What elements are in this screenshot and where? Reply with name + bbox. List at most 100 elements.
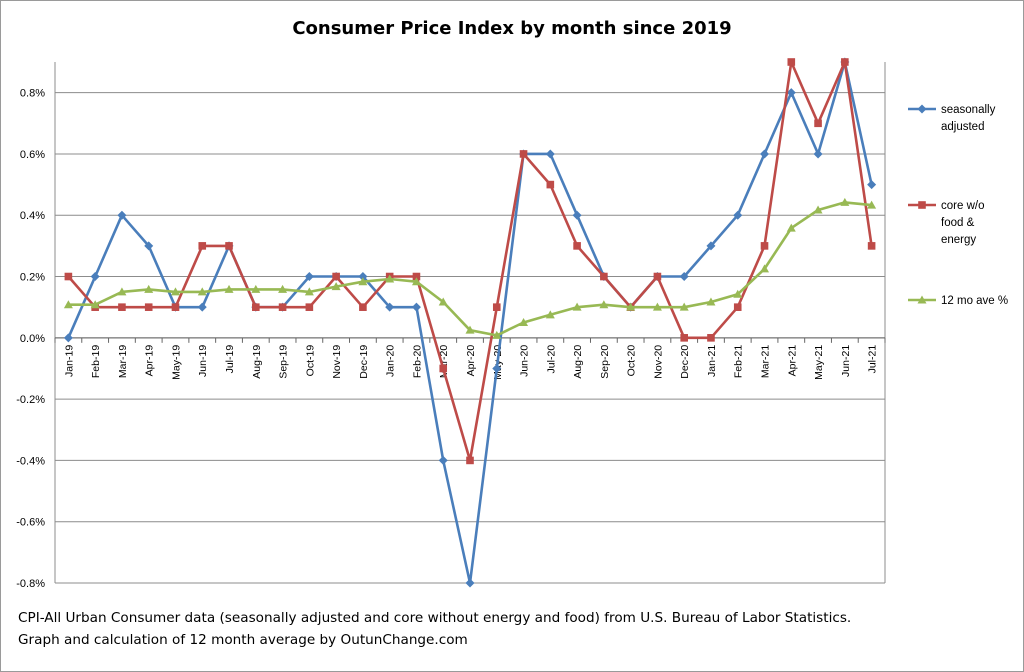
data-point-series-3 xyxy=(358,277,368,286)
data-point-series-1 xyxy=(760,149,770,159)
data-point-series-3 xyxy=(90,300,100,309)
legend-label-1: seasonally adjusted xyxy=(941,104,996,133)
data-point-series-2 xyxy=(680,334,688,342)
data-point-series-2 xyxy=(439,364,448,373)
x-tick-label: May-21 xyxy=(813,345,825,380)
x-tick-label: Jul-21 xyxy=(867,345,879,374)
y-axis-tick-labels: 0.8% 0.6% 0.4% 0.2% 0.0% -0.2% -0.4% -0.6% -0.8% xyxy=(16,88,45,590)
x-tick-label: Jun-20 xyxy=(519,345,531,377)
data-point-series-1 xyxy=(733,210,743,220)
x-tick-label: Jul-20 xyxy=(545,345,557,374)
data-point-series-3 xyxy=(170,287,180,296)
x-tick-label: Dec-19 xyxy=(358,345,370,379)
data-point-series-2 xyxy=(252,303,260,311)
y-tick-label: 0.0% xyxy=(20,333,45,345)
data-point-series-2 xyxy=(359,303,367,311)
data-point-series-3 xyxy=(652,302,662,311)
legend-marker-3 xyxy=(917,295,927,304)
data-point-series-2 xyxy=(278,303,287,311)
data-point-series-1 xyxy=(679,272,689,282)
data-point-series-3 xyxy=(63,300,73,309)
x-tick-label: Jan-19 xyxy=(63,345,75,377)
series-layer xyxy=(63,57,877,588)
data-point-series-2 xyxy=(760,242,769,250)
x-tick-label: Feb-20 xyxy=(411,345,423,378)
data-point-series-3 xyxy=(786,223,796,232)
x-tick-label: Apr-19 xyxy=(144,345,156,377)
series-line-1 xyxy=(67,60,873,585)
data-point-series-1 xyxy=(117,210,127,220)
series-line-3 xyxy=(68,201,872,337)
data-point-series-1 xyxy=(411,302,421,312)
data-point-series-3 xyxy=(385,274,395,283)
data-point-series-3 xyxy=(706,297,716,306)
data-point-series-2 xyxy=(492,303,501,311)
x-tick-label: Mar-19 xyxy=(117,345,129,378)
data-point-series-3 xyxy=(626,302,636,311)
data-point-series-2 xyxy=(600,272,608,281)
data-point-series-2 xyxy=(707,334,715,342)
data-point-series-1 xyxy=(706,241,716,251)
x-tick-label: Mar-21 xyxy=(760,345,772,378)
data-point-series-2 xyxy=(412,272,421,281)
data-point-series-3 xyxy=(278,284,288,293)
data-point-series-3 xyxy=(197,287,207,296)
series-line-2 xyxy=(67,60,873,462)
data-point-series-3 xyxy=(144,284,154,293)
data-point-series-2 xyxy=(466,456,474,465)
x-tick-label: Jun-21 xyxy=(840,345,852,377)
x-tick-label: Feb-21 xyxy=(733,345,745,378)
data-point-series-3 xyxy=(867,200,877,209)
data-point-series-3 xyxy=(760,264,770,273)
data-point-series-1 xyxy=(545,149,555,159)
data-point-series-1 xyxy=(786,88,796,98)
chart-title: Consumer Price Index by month since 2019 xyxy=(292,18,731,39)
data-point-series-2 xyxy=(787,58,796,66)
y-tick-label: -0.6% xyxy=(16,517,45,529)
footnote-line-2: Graph and calculation of 12 month averag… xyxy=(18,632,468,648)
data-point-series-2 xyxy=(519,150,528,158)
data-point-series-3 xyxy=(224,284,234,293)
data-point-series-2 xyxy=(198,242,207,250)
data-point-series-3 xyxy=(840,197,850,206)
x-tick-label: Sep-19 xyxy=(278,345,290,379)
data-point-series-3 xyxy=(411,277,421,286)
x-tick-label: Aug-19 xyxy=(251,345,263,379)
data-point-series-2 xyxy=(653,272,662,281)
legend-marker-2 xyxy=(918,201,926,209)
x-tick-label: Jan-20 xyxy=(385,345,397,377)
data-point-series-2 xyxy=(225,242,233,250)
data-point-series-3 xyxy=(545,310,555,319)
y-tick-label: -0.8% xyxy=(16,578,45,590)
data-point-series-3 xyxy=(599,300,609,309)
data-point-series-2 xyxy=(332,272,340,281)
data-point-series-3 xyxy=(304,287,314,296)
y-tick-label: 0.8% xyxy=(20,88,45,100)
y-tick-label: 0.4% xyxy=(20,210,45,222)
legend-marker-1 xyxy=(917,104,927,114)
footnote-line-1: CPI-All Urban Consumer data (seasonally … xyxy=(18,610,852,626)
data-point-series-3 xyxy=(679,302,689,311)
data-point-series-3 xyxy=(813,205,823,214)
data-point-series-2 xyxy=(733,303,742,311)
data-point-series-3 xyxy=(572,302,582,311)
data-point-series-1 xyxy=(63,333,73,343)
data-point-series-3 xyxy=(117,287,127,296)
y-tick-label: -0.4% xyxy=(16,455,45,467)
data-point-series-2 xyxy=(814,119,822,128)
legend: seasonally adjusted core w/o food & energy 12… xyxy=(908,104,1008,307)
data-point-series-3 xyxy=(438,297,448,306)
data-point-series-2 xyxy=(841,58,849,66)
x-tick-label: Aug-20 xyxy=(572,345,584,379)
x-tick-label: May-19 xyxy=(170,345,182,380)
line-chart: Consumer Price Index by month since 2019… xyxy=(16,18,1008,590)
axes xyxy=(54,62,886,584)
data-point-series-2 xyxy=(118,303,126,311)
data-point-series-2 xyxy=(573,242,581,250)
x-tick-label: Apr-20 xyxy=(465,345,477,377)
data-point-series-1 xyxy=(438,455,448,465)
data-point-series-1 xyxy=(572,210,582,220)
data-point-series-3 xyxy=(492,330,502,339)
data-point-series-3 xyxy=(251,284,261,293)
data-point-series-2 xyxy=(546,180,555,189)
